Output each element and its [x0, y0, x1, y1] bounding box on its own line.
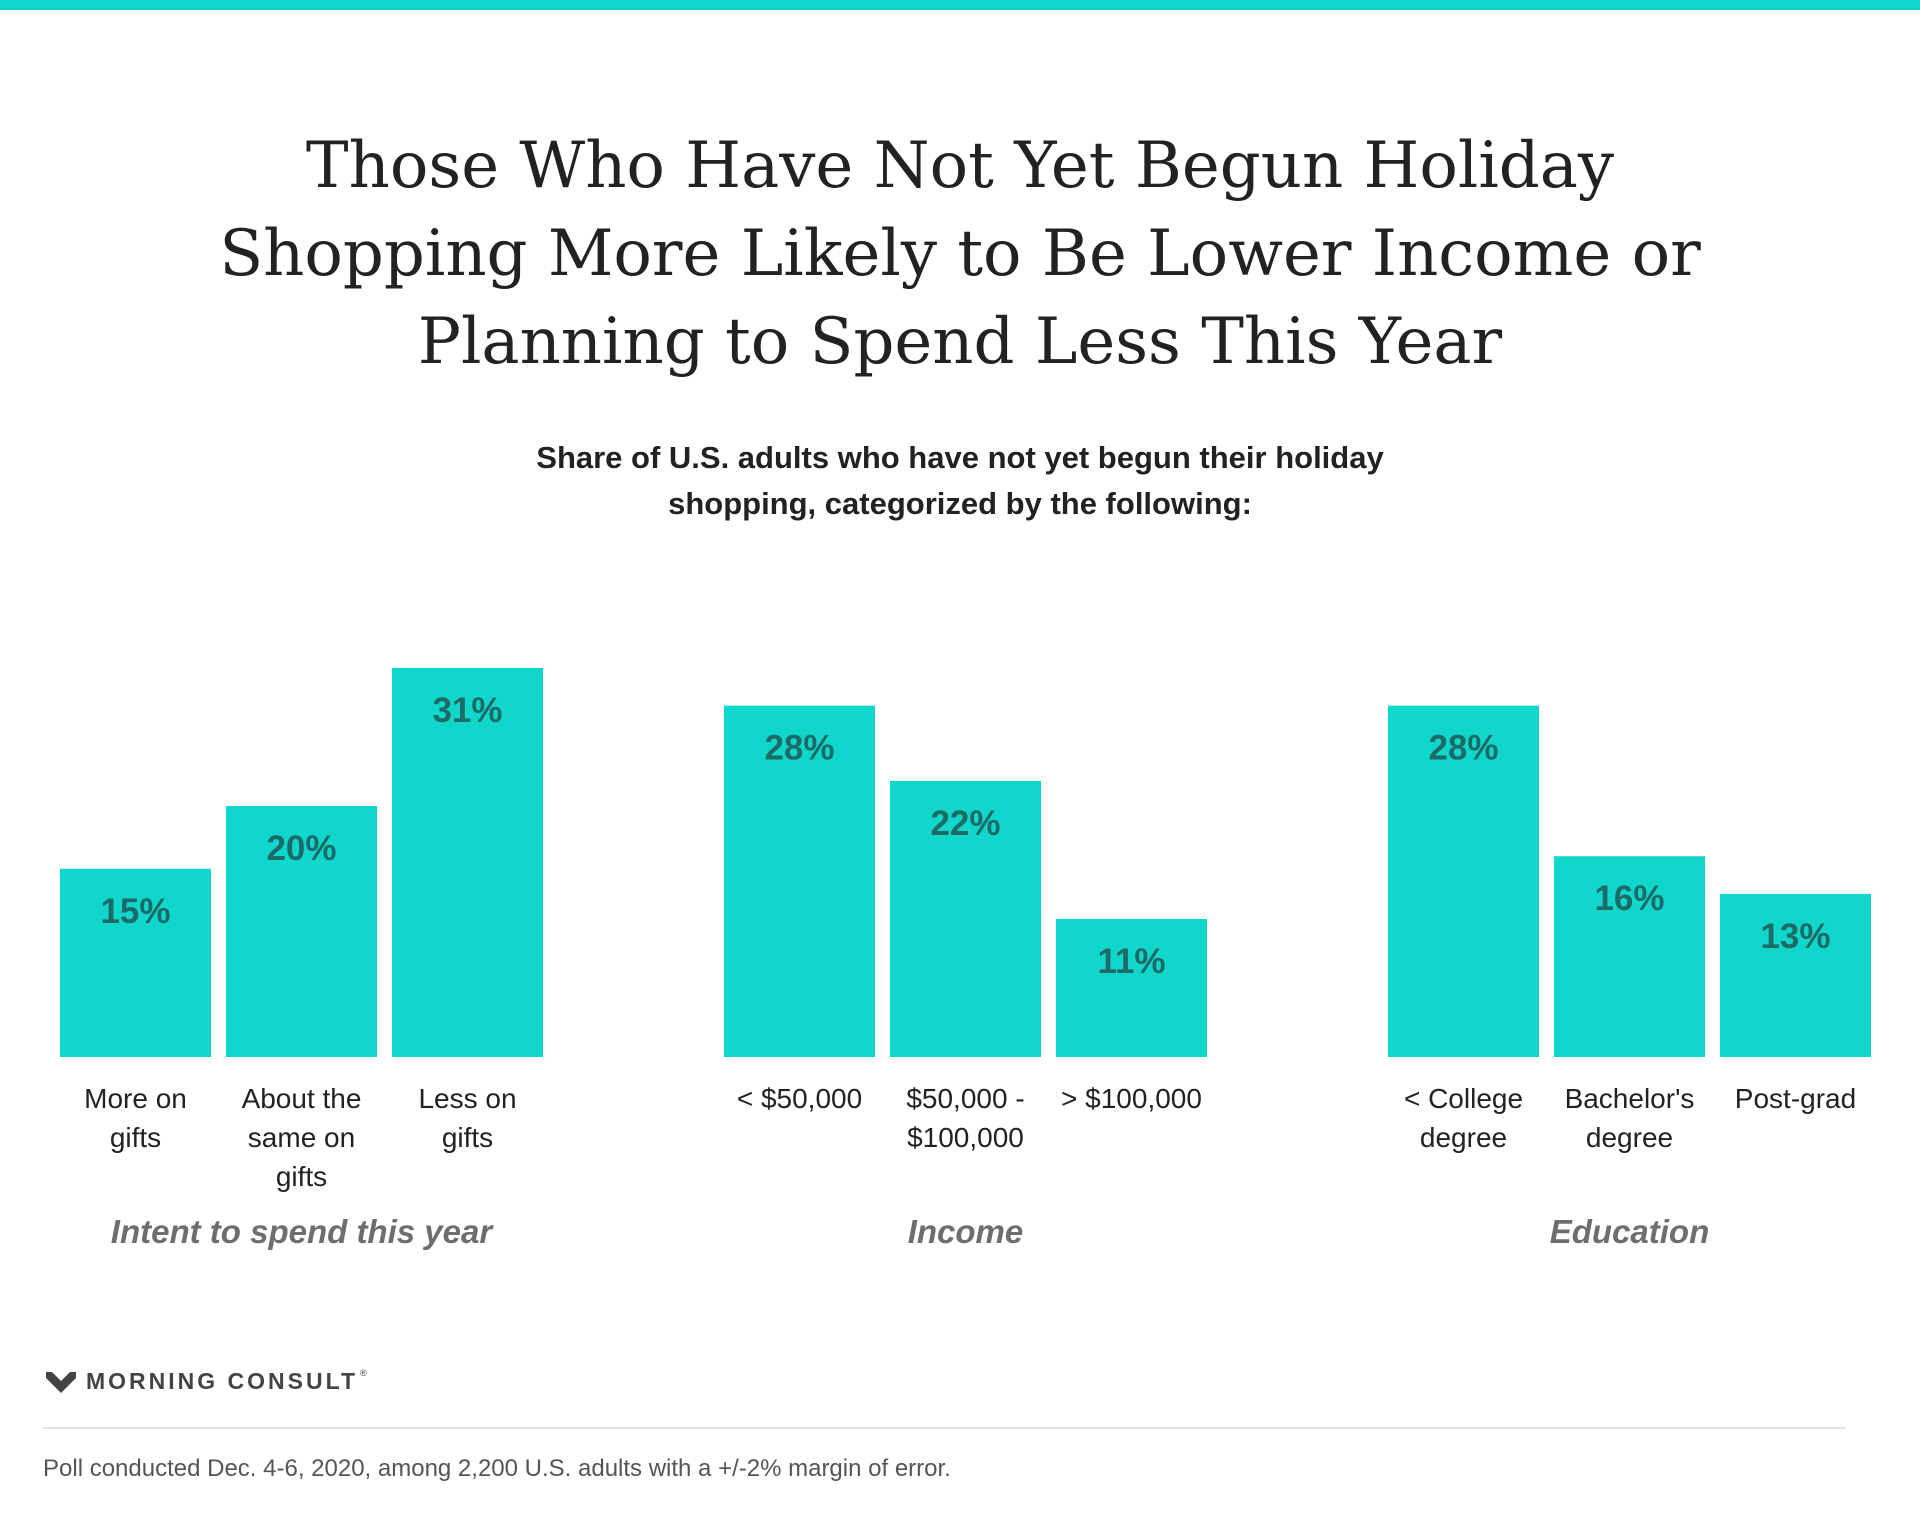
bar-chart: 15% More on gifts 20% About the same on gifts 3…: [60, 668, 1871, 1250]
bar-value-label: 11%: [1097, 942, 1165, 981]
bar: [1720, 893, 1871, 1057]
category-tick-label: $100,000: [907, 1122, 1024, 1153]
chart-subtitle-line-2: shopping, categorized by the following:: [668, 486, 1252, 521]
category-tick-label: < College: [1404, 1083, 1523, 1114]
morning-consult-logo-icon: [46, 1372, 76, 1393]
category-tick-label: same on: [248, 1122, 355, 1153]
footer-note: Poll conducted Dec. 4-6, 2020, among 2,2…: [43, 1455, 951, 1482]
category-tick-label: degree: [1420, 1122, 1507, 1153]
bar-value-label: 15%: [100, 892, 170, 931]
bar: [392, 668, 543, 1057]
bar-value-label: 22%: [930, 804, 1000, 843]
category-tick-label: gifts: [442, 1122, 493, 1153]
chart-title-line-2: Shopping More Likely to Be Lower Income …: [219, 217, 1701, 291]
chart-title: Those Who Have Not Yet Begun Holiday Sho…: [160, 122, 1760, 386]
bar: [890, 780, 1041, 1057]
footer-divider: [43, 1427, 1846, 1429]
bar: [1388, 705, 1539, 1057]
category-tick-label: > $100,000: [1061, 1083, 1202, 1114]
bar: [1554, 856, 1705, 1057]
category-tick-label: Less on: [418, 1083, 516, 1114]
bar: [724, 705, 875, 1057]
chart-subtitle: Share of U.S. adults who have not yet be…: [360, 435, 1560, 527]
group-label: Education: [1550, 1213, 1710, 1250]
group-label: Intent to spend this year: [111, 1213, 495, 1250]
chart-title-line-3: Planning to Spend Less This Year: [417, 305, 1503, 379]
bar-value-label: 31%: [432, 691, 502, 730]
category-tick-label: gifts: [110, 1122, 161, 1153]
bar-value-label: 28%: [764, 729, 834, 768]
bar: [226, 806, 377, 1057]
bar: [1056, 918, 1207, 1057]
bar-value-label: 28%: [1428, 729, 1498, 768]
category-tick-label: < $50,000: [737, 1083, 862, 1114]
brand-trademark: ®: [360, 1368, 367, 1378]
brand-name: MORNING CONSULT: [86, 1367, 359, 1394]
bar-value-label: 16%: [1594, 879, 1664, 918]
chart-title-line-1: Those Who Have Not Yet Begun Holiday: [305, 129, 1615, 203]
category-tick-label: Bachelor's: [1565, 1083, 1695, 1114]
bar-value-label: 20%: [266, 829, 336, 868]
bar-value-label: 13%: [1760, 917, 1830, 956]
category-tick-label: $50,000 -: [906, 1083, 1024, 1114]
group-label: Income: [908, 1213, 1024, 1250]
category-tick-label: Post-grad: [1735, 1083, 1856, 1114]
category-tick-label: More on: [84, 1083, 187, 1114]
bar: [60, 868, 211, 1057]
category-tick-label: About the: [242, 1083, 362, 1114]
chart-subtitle-line-1: Share of U.S. adults who have not yet be…: [536, 440, 1384, 475]
category-tick-label: degree: [1586, 1122, 1673, 1153]
top-accent-bar: [0, 0, 1920, 10]
brand-logo: MORNING CONSULT ®: [46, 1366, 367, 1396]
category-tick-label: gifts: [276, 1161, 327, 1192]
